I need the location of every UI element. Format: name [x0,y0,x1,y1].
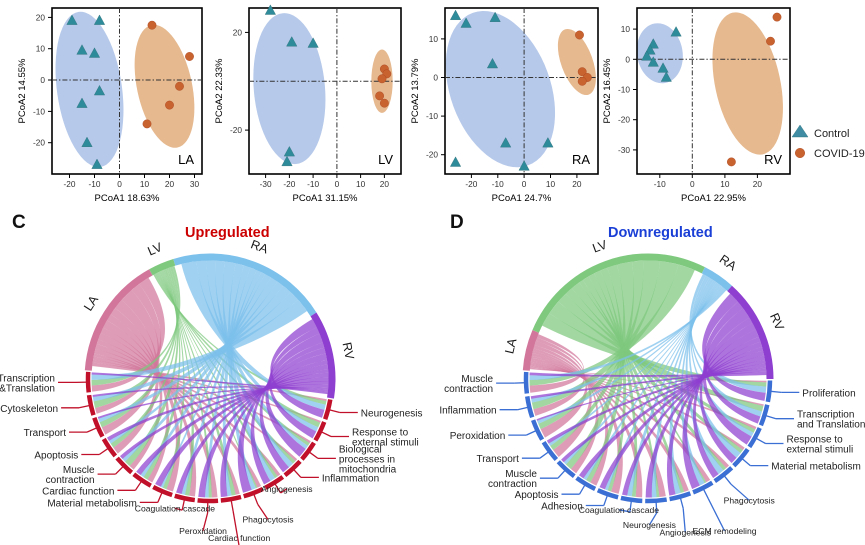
svg-text:external stimuli: external stimuli [787,445,854,456]
svg-text:Transport: Transport [24,428,67,439]
svg-text:contraction: contraction [444,384,493,395]
svg-text:D: D [450,212,464,233]
svg-text:Coagulation cascade: Coagulation cascade [579,505,659,515]
svg-text:10: 10 [621,24,631,34]
svg-text:30: 30 [190,179,200,189]
svg-text:Apoptosis: Apoptosis [34,451,78,462]
svg-text:-10: -10 [492,179,504,189]
svg-text:LA: LA [81,292,101,313]
svg-text:RA: RA [717,252,740,274]
svg-text:PCoA2 22.33%: PCoA2 22.33% [214,58,225,124]
svg-text:-20: -20 [426,150,438,160]
svg-text:contraction: contraction [46,475,95,486]
svg-text:LV: LV [591,237,610,255]
svg-text:and Translation: and Translation [797,420,865,431]
svg-text:PCoA1 22.95%: PCoA1 22.95% [681,193,747,204]
svg-text:-10: -10 [654,179,666,189]
svg-text:0: 0 [335,179,340,189]
svg-text:20: 20 [233,27,243,37]
svg-text:LV: LV [378,152,393,167]
svg-text:PCoA2 14.55%: PCoA2 14.55% [17,58,28,124]
svg-text:-10: -10 [89,179,101,189]
svg-text:10: 10 [429,34,439,44]
svg-text:0: 0 [433,73,438,83]
svg-text:0: 0 [690,179,695,189]
svg-text:0: 0 [117,179,122,189]
svg-text:RA: RA [572,152,590,167]
svg-text:-10: -10 [618,85,630,95]
svg-text:Neurogenesis: Neurogenesis [361,409,423,420]
svg-text:Adhesion: Adhesion [541,502,583,513]
svg-text:0: 0 [522,179,527,189]
svg-text:10: 10 [720,179,730,189]
svg-text:LV: LV [146,240,165,259]
svg-text:-10: -10 [426,111,438,121]
svg-text:Angiogenesis: Angiogenesis [261,484,313,494]
svg-text:PCoA2 13.79%: PCoA2 13.79% [410,58,421,124]
svg-text:Phagocytosis: Phagocytosis [242,515,293,525]
svg-text:&Translation: &Translation [0,383,55,394]
svg-text:20: 20 [165,179,175,189]
svg-text:Material metabolism: Material metabolism [771,462,860,473]
svg-text:COVID-19: COVID-19 [814,148,865,160]
svg-text:RV: RV [767,311,787,333]
svg-text:Peroxidation: Peroxidation [179,526,227,536]
svg-text:Apoptosis: Apoptosis [515,490,559,501]
svg-text:-20: -20 [283,179,295,189]
svg-text:PCoA1 18.63%: PCoA1 18.63% [95,193,161,204]
svg-text:0: 0 [40,75,45,85]
svg-text:RV: RV [340,341,357,361]
svg-text:20: 20 [380,179,390,189]
svg-text:Peroxidation: Peroxidation [450,431,506,442]
svg-text:20: 20 [36,12,46,22]
svg-text:PCoA1 24.7%: PCoA1 24.7% [492,193,552,204]
svg-text:RV: RV [764,152,782,167]
svg-text:Phagocytosis: Phagocytosis [724,495,775,505]
svg-text:Inflammation: Inflammation [322,473,379,484]
svg-text:20: 20 [753,179,763,189]
svg-text:0: 0 [625,54,630,64]
svg-text:contraction: contraction [488,479,537,490]
svg-text:20: 20 [572,179,582,189]
svg-text:Transport: Transport [476,454,519,465]
svg-text:10: 10 [36,44,46,54]
svg-text:Coagulation cascade: Coagulation cascade [135,503,215,513]
svg-text:PCoA2 16.45%: PCoA2 16.45% [602,58,613,124]
svg-text:Proliferation: Proliferation [802,388,855,399]
svg-text:LA: LA [178,152,194,167]
svg-text:-10: -10 [33,106,45,116]
svg-text:-20: -20 [33,138,45,148]
svg-text:-20: -20 [465,179,477,189]
svg-text:10: 10 [546,179,556,189]
svg-text:Neurogenesis: Neurogenesis [623,520,676,530]
svg-text:Cardiac function: Cardiac function [42,486,114,497]
svg-text:Cytoskeleton: Cytoskeleton [0,404,58,415]
svg-text:Material metabolism: Material metabolism [47,498,136,509]
svg-text:-20: -20 [230,125,242,135]
svg-text:LA: LA [502,336,519,355]
svg-text:Control: Control [814,128,849,140]
svg-text:10: 10 [140,179,150,189]
svg-text:-20: -20 [64,179,76,189]
svg-text:-20: -20 [618,115,630,125]
svg-text:-30: -30 [618,145,630,155]
svg-text:Inflammation: Inflammation [439,406,496,417]
svg-text:-10: -10 [307,179,319,189]
svg-text:-30: -30 [260,179,272,189]
svg-text:Downregulated: Downregulated [608,225,713,241]
svg-text:C: C [12,212,26,233]
svg-text:PCoA1 31.15%: PCoA1 31.15% [293,193,359,204]
svg-text:10: 10 [356,179,366,189]
